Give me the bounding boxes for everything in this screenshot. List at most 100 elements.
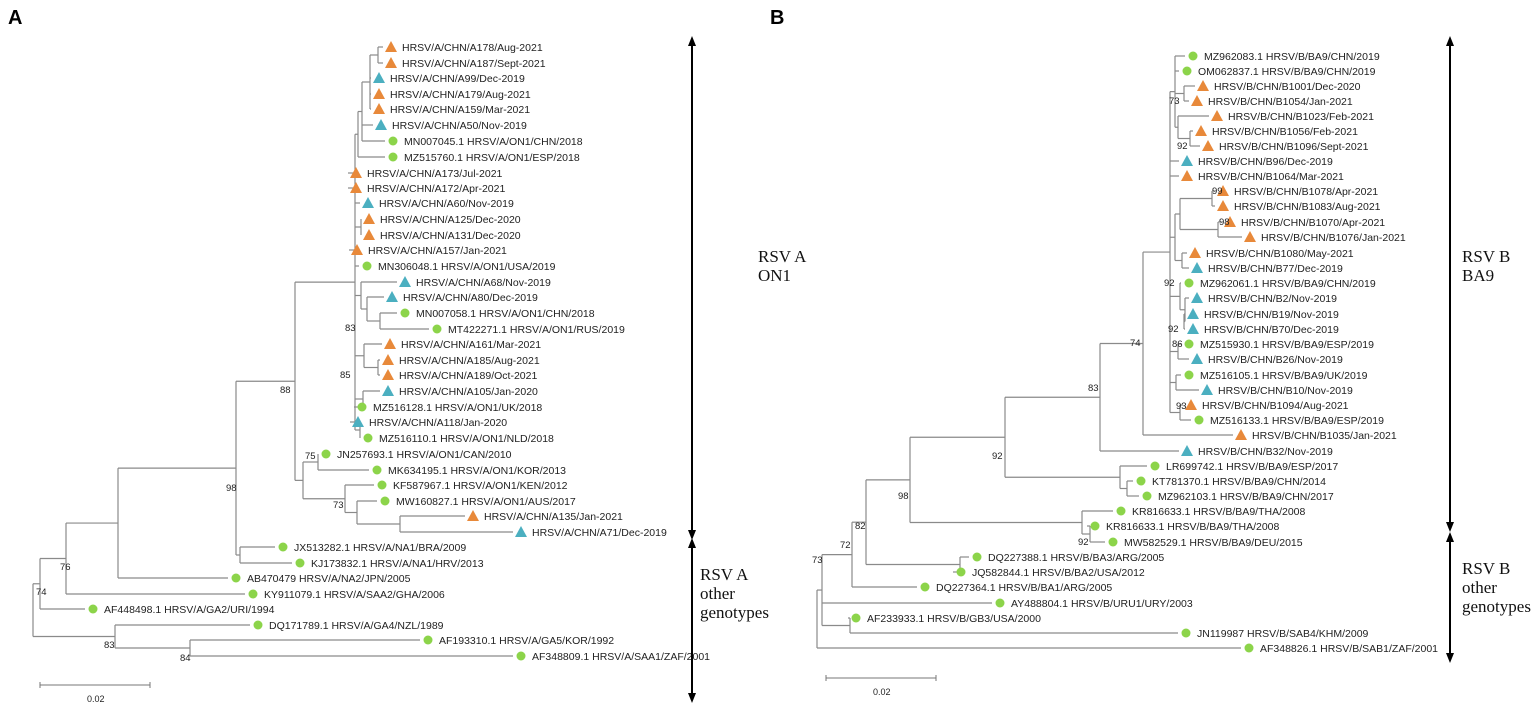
leaf-label: JX513282.1 HRSV/A/NA1/BRA/2009 (294, 542, 466, 554)
leaf-older: HRSV/B/CHN/B70/Dec-2019 (1187, 323, 1339, 336)
bootstrap-value: 82 (855, 521, 866, 532)
leaf-recent: HRSV/B/CHN/B1080/May-2021 (1189, 247, 1354, 260)
bootstrap-value: 88 (280, 385, 291, 396)
scale-bar-a: 0.02 (39, 682, 151, 704)
leaf-label: MZ515760.1 HRSV/A/ON1/ESP/2018 (404, 152, 580, 164)
orange-triangle-icon (363, 213, 375, 224)
leaf-label: HRSV/A/CHN/A187/Sept-2021 (402, 58, 546, 70)
leaf-label: MZ962061.1 HRSV/B/BA9/CHN/2019 (1200, 278, 1376, 290)
leaf-label: HRSV/A/CHN/A118/Jan-2020 (369, 417, 507, 429)
leaf-label: HRSV/A/CHN/A185/Aug-2021 (399, 355, 540, 367)
bootstrap-value: 99 (1212, 186, 1223, 197)
leaf-reference: LR699742.1 HRSV/B/BA9/ESP/2017 (1150, 461, 1338, 473)
clade-bracket-b-other: RSV B other genotypes (1446, 532, 1531, 663)
panel-b-rsv-b-tree: B MZ962083.1 HRSV/B/BA9/CHN/2019 OM062837… (770, 7, 1531, 697)
leaf-label: AF448498.1 HRSV/A/GA2/URI/1994 (104, 604, 275, 616)
leaf-recent: HRSV/A/CHN/A187/Sept-2021 (385, 57, 546, 70)
orange-triangle-icon (1202, 140, 1214, 151)
clade-label-other: other (700, 584, 735, 603)
leaf-label: HRSV/A/CHN/A60/Nov-2019 (379, 198, 514, 210)
orange-triangle-icon (1197, 80, 1209, 91)
green-circle-icon (1182, 66, 1192, 76)
leaf-label: HRSV/B/CHN/B1083/Aug-2021 (1234, 201, 1381, 213)
green-circle-icon (380, 496, 390, 506)
bootstrap-value: 73 (812, 555, 823, 566)
leaf-label: HRSV/A/CHN/A159/Mar-2021 (390, 104, 530, 116)
orange-triangle-icon (384, 338, 396, 349)
leaf-label: KR816633.1 HRSV/B/BA9/THA/2008 (1132, 506, 1306, 518)
leaf-label: HRSV/B/CHN/B1064/Mar-2021 (1198, 171, 1344, 183)
leaf-reference: OM062837.1 HRSV/B/BA9/CHN/2019 (1182, 66, 1376, 78)
bootstrap-value: 83 (345, 323, 356, 334)
leaf-recent: HRSV/A/CHN/A157/Jan-2021 (351, 244, 507, 257)
leaf-label: DQ227388.1 HRSV/B/BA3/ARG/2005 (988, 552, 1164, 564)
blue-triangle-icon (1191, 292, 1203, 303)
leaf-label: AF233933.1 HRSV/B/GB3/USA/2000 (867, 613, 1041, 625)
leaf-label: HRSV/B/CHN/B1023/Feb-2021 (1228, 111, 1374, 123)
leaf-label: HRSV/B/CHN/B70/Dec-2019 (1204, 324, 1339, 336)
clade-label-genotypes-b: genotypes (1462, 597, 1531, 616)
leaf-reference: MZ962083.1 HRSV/B/BA9/CHN/2019 (1188, 51, 1380, 63)
leaf-label: HRSV/A/CHN/A157/Jan-2021 (368, 245, 507, 257)
leaf-label: AB470479 HRSV/A/NA2/JPN/2005 (247, 573, 411, 585)
leaf-label: HRSV/A/CHN/A99/Dec-2019 (390, 73, 525, 85)
green-circle-icon (400, 308, 410, 318)
leaf-reference: AF448498.1 HRSV/A/GA2/URI/1994 (88, 604, 275, 616)
blue-triangle-icon (1181, 445, 1193, 456)
leaf-label: HRSV/B/CHN/B19/Nov-2019 (1204, 309, 1339, 321)
leaf-label: AY488804.1 HRSV/B/URU1/URY/2003 (1011, 598, 1193, 610)
bootstrap-value: 98 (1219, 217, 1230, 228)
leaf-label: HRSV/A/CHN/A189/Oct-2021 (399, 370, 537, 382)
panel-a-rsv-a-tree: A HRSV/A/CHN/A178/Aug-2021 HRSV/A/CHN/A18… (8, 7, 807, 704)
green-circle-icon (231, 573, 241, 583)
leaf-label: AF348826.1 HRSV/B/SAB1/ZAF/2001 (1260, 643, 1438, 655)
leaf-reference: JQ582844.1 HRSV/B/BA2/USA/2012 (956, 567, 1145, 579)
bootstrap-value: 98 (226, 483, 237, 494)
leaf-label: MZ516110.1 HRSV/A/ON1/NLD/2018 (379, 433, 554, 445)
leaves-b: MZ962083.1 HRSV/B/BA9/CHN/2019 OM062837.1… (851, 51, 1438, 655)
tree-branches-a (32, 46, 513, 657)
green-circle-icon (1142, 491, 1152, 501)
leaf-recent: HRSV/B/CHN/B1064/Mar-2021 (1181, 170, 1344, 183)
leaf-label: HRSV/B/CHN/B26/Nov-2019 (1208, 354, 1343, 366)
bootstrap-value: 75 (305, 451, 316, 462)
leaf-reference: MZ515930.1 HRSV/B/BA9/ESP/2019 (1184, 339, 1374, 351)
leaf-older: HRSV/B/CHN/B32/Nov-2019 (1181, 445, 1333, 458)
leaf-label: MZ516128.1 HRSV/A/ON1/UK/2018 (373, 402, 542, 414)
leaf-label: HRSV/A/CHN/A68/Nov-2019 (416, 277, 551, 289)
leaf-recent: HRSV/B/CHN/B1076/Jan-2021 (1244, 231, 1406, 244)
green-circle-icon (516, 651, 526, 661)
clade-label-genotypes: genotypes (700, 603, 769, 622)
green-circle-icon (851, 613, 861, 623)
orange-triangle-icon (1189, 247, 1201, 258)
leaves-a: HRSV/A/CHN/A178/Aug-2021 HRSV/A/CHN/A187/… (88, 41, 710, 663)
leaf-recent: HRSV/A/CHN/A185/Aug-2021 (382, 354, 540, 367)
orange-triangle-icon (363, 229, 375, 240)
leaf-reference: MZ962103.1 HRSV/B/BA9/CHN/2017 (1142, 491, 1334, 503)
clade-label-rsv-b: RSV B (1462, 247, 1510, 266)
leaf-older: HRSV/B/CHN/B26/Nov-2019 (1191, 353, 1343, 366)
orange-triangle-icon (385, 57, 397, 68)
leaf-label: HRSV/A/CHN/A135/Jan-2021 (484, 511, 623, 523)
clade-bracket-on1: RSV A ON1 (688, 36, 807, 540)
green-circle-icon (253, 620, 263, 630)
leaf-label: HRSV/A/CHN/A161/Mar-2021 (401, 339, 541, 351)
orange-triangle-icon (1211, 110, 1223, 121)
green-circle-icon (372, 465, 382, 475)
leaf-recent: HRSV/B/CHN/B1070/Apr-2021 (1224, 216, 1385, 229)
leaf-label: AF193310.1 HRSV/A/GA5/KOR/1992 (439, 635, 614, 647)
leaf-label: MW582529.1 HRSV/B/BA9/DEU/2015 (1124, 537, 1303, 549)
leaf-reference: MT422271.1 HRSV/A/ON1/RUS/2019 (432, 324, 625, 336)
leaf-label: KF587967.1 HRSV/A/ON1/KEN/2012 (393, 480, 568, 492)
orange-triangle-icon (351, 244, 363, 255)
leaf-recent: HRSV/B/CHN/B1001/Dec-2020 (1197, 80, 1361, 93)
leaf-reference: AF348809.1 HRSV/A/SAA1/ZAF/2001 (516, 651, 710, 663)
leaf-label: HRSV/A/CHN/A80/Dec-2019 (403, 292, 538, 304)
scale-label-a: 0.02 (87, 694, 105, 704)
leaf-label: HRSV/A/CHN/A173/Jul-2021 (367, 168, 503, 180)
leaf-older: HRSV/A/CHN/A118/Jan-2020 (352, 416, 507, 429)
leaf-reference: MZ516105.1 HRSV/B/BA9/UK/2019 (1184, 370, 1368, 382)
leaf-recent: HRSV/B/CHN/B1035/Jan-2021 (1235, 429, 1397, 442)
orange-triangle-icon (1195, 125, 1207, 136)
leaf-label: DQ227364.1 HRSV/B/BA1/ARG/2005 (936, 582, 1112, 594)
